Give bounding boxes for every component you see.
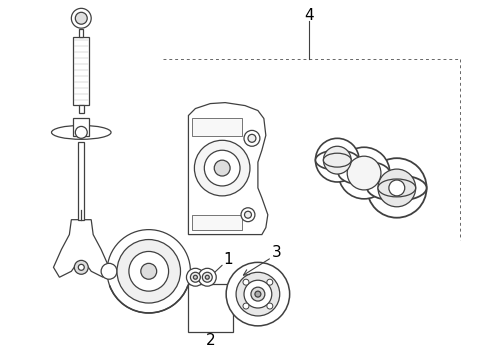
Circle shape <box>141 264 157 279</box>
Circle shape <box>255 291 261 297</box>
Circle shape <box>72 8 91 28</box>
Circle shape <box>78 264 84 270</box>
Circle shape <box>107 230 191 313</box>
Circle shape <box>129 251 169 291</box>
Ellipse shape <box>378 179 416 197</box>
Circle shape <box>243 279 249 285</box>
Circle shape <box>205 275 209 279</box>
Bar <box>74 118 89 136</box>
Circle shape <box>367 158 427 218</box>
Circle shape <box>347 156 381 190</box>
Circle shape <box>245 211 251 218</box>
Circle shape <box>226 262 290 326</box>
Circle shape <box>338 147 390 199</box>
Circle shape <box>214 160 230 176</box>
Circle shape <box>323 146 351 174</box>
Bar <box>78 142 84 220</box>
Circle shape <box>202 272 212 282</box>
Circle shape <box>243 303 249 309</box>
Text: 2: 2 <box>205 333 215 348</box>
Circle shape <box>267 303 273 309</box>
Circle shape <box>248 134 256 142</box>
Bar <box>189 284 233 332</box>
Circle shape <box>244 280 272 308</box>
Bar <box>79 105 84 113</box>
Polygon shape <box>53 220 109 277</box>
Bar <box>193 118 242 136</box>
Ellipse shape <box>323 153 351 167</box>
Text: 1: 1 <box>223 252 233 267</box>
Circle shape <box>101 264 117 279</box>
Circle shape <box>244 130 260 146</box>
Text: 3: 3 <box>272 245 282 260</box>
Circle shape <box>198 268 216 286</box>
Circle shape <box>316 138 359 182</box>
Circle shape <box>251 287 265 301</box>
Ellipse shape <box>338 161 390 185</box>
Circle shape <box>195 140 250 196</box>
Ellipse shape <box>51 125 111 139</box>
Bar <box>79 29 83 37</box>
Ellipse shape <box>316 150 359 170</box>
Circle shape <box>389 180 405 196</box>
Circle shape <box>74 260 88 274</box>
Text: 4: 4 <box>305 8 314 23</box>
Polygon shape <box>189 103 268 235</box>
Circle shape <box>187 268 204 286</box>
Circle shape <box>75 12 87 24</box>
Circle shape <box>191 272 200 282</box>
Circle shape <box>241 208 255 222</box>
Circle shape <box>75 126 87 138</box>
Bar <box>74 37 89 105</box>
Circle shape <box>236 272 280 316</box>
Ellipse shape <box>367 175 427 201</box>
Circle shape <box>267 279 273 285</box>
Bar <box>193 215 242 230</box>
Circle shape <box>117 239 180 303</box>
Circle shape <box>194 275 197 279</box>
Circle shape <box>204 150 240 186</box>
Circle shape <box>378 169 416 207</box>
